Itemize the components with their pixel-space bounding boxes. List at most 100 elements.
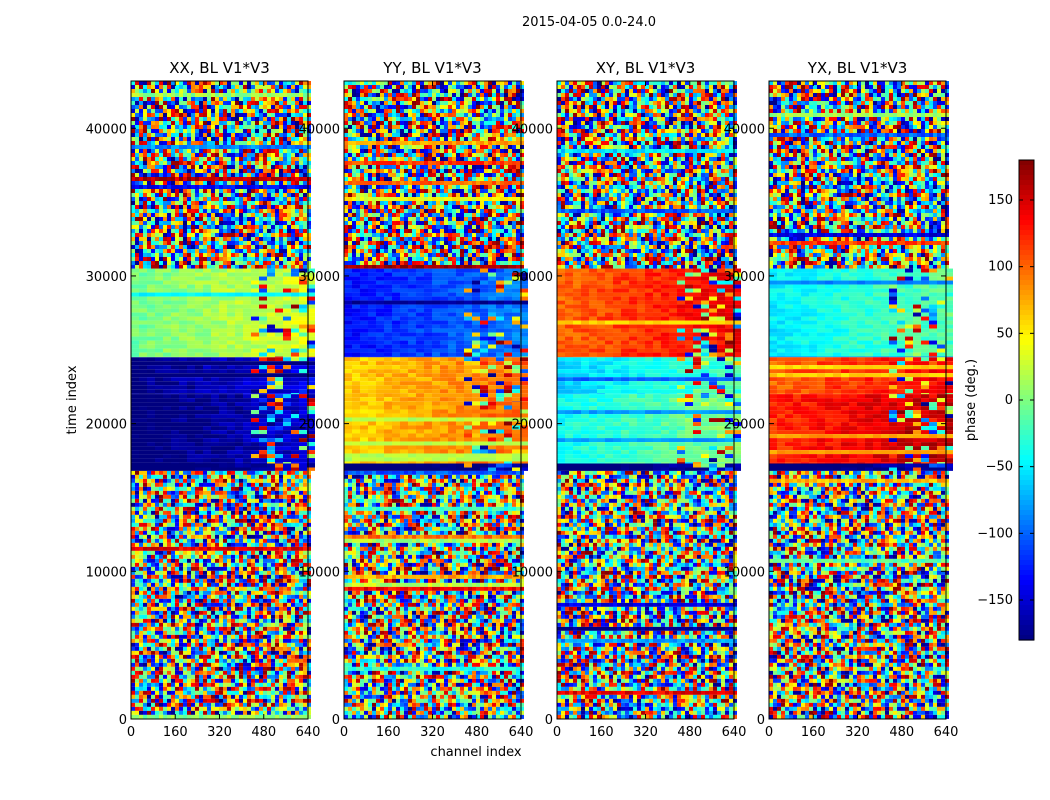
heatmap-cell — [171, 414, 179, 419]
heatmap-cell — [247, 514, 251, 519]
heatmap-cell — [155, 348, 163, 353]
heatmap-cell — [207, 686, 211, 691]
heatmap-cell — [299, 626, 303, 631]
heatmap-cell — [303, 646, 307, 651]
heatmap-cell — [187, 546, 191, 551]
heatmap-cell — [295, 478, 299, 483]
heatmap-cell — [263, 137, 267, 141]
heatmap-cell — [131, 610, 135, 615]
heatmap-cell — [275, 446, 283, 451]
heatmap-cell — [167, 121, 171, 125]
heatmap-cell — [227, 129, 231, 133]
heatmap-cell — [299, 141, 303, 145]
heatmap-cell — [219, 324, 227, 329]
heatmap-cell — [255, 646, 259, 651]
heatmap-cell — [147, 682, 151, 687]
heatmap-cell — [215, 674, 219, 679]
heatmap-cell — [223, 526, 227, 531]
heatmap-cell — [259, 558, 263, 563]
heatmap-cell — [295, 149, 299, 153]
heatmap-cell — [155, 642, 159, 647]
heatmap-cell — [159, 714, 163, 719]
heatmap-cell — [295, 714, 299, 719]
heatmap-cell — [227, 356, 235, 358]
heatmap-cell — [255, 145, 259, 149]
heatmap-cell — [227, 646, 231, 651]
heatmap-cell — [187, 137, 191, 141]
heatmap-cell — [203, 418, 211, 423]
heatmap-cell — [255, 694, 259, 699]
heatmap-cell — [187, 686, 191, 691]
heatmap-cell — [171, 474, 175, 479]
heatmap-cell — [235, 590, 239, 595]
heatmap-cell — [283, 510, 287, 515]
heatmap-cell — [299, 442, 307, 447]
heatmap-cell — [163, 141, 167, 145]
heatmap-cell — [147, 594, 151, 599]
heatmap-cell — [243, 361, 251, 366]
heatmap-cell — [175, 598, 179, 603]
heatmap-cell — [187, 578, 191, 583]
heatmap-cell — [267, 678, 271, 683]
heatmap-cell — [179, 666, 183, 671]
heatmap-cell — [175, 558, 179, 563]
heatmap-cell — [215, 574, 219, 579]
heatmap-cell — [195, 622, 199, 627]
heatmap-cell — [179, 626, 183, 631]
heatmap-cell — [255, 109, 259, 113]
heatmap-cell — [307, 518, 311, 523]
heatmap-cell — [251, 352, 259, 357]
heatmap-cell — [195, 141, 199, 145]
heatmap-cell — [139, 332, 147, 337]
heatmap-cell — [279, 550, 283, 555]
heatmap-cell — [271, 534, 275, 539]
heatmap-cell — [271, 590, 275, 595]
heatmap-cell — [295, 137, 299, 141]
heatmap-cell — [143, 618, 147, 623]
heatmap-cell — [207, 141, 211, 145]
heatmap-cell — [267, 574, 271, 579]
heatmap-cell — [243, 328, 251, 333]
heatmap-cell — [291, 117, 295, 121]
heatmap-cell — [227, 458, 235, 463]
heatmap-cell — [307, 406, 315, 411]
heatmap-cell — [215, 638, 219, 643]
heatmap-cell — [267, 694, 271, 699]
heatmap-cell — [227, 638, 231, 643]
heatmap-cell — [247, 121, 251, 125]
heatmap-cell — [227, 654, 231, 659]
heatmap-cell — [171, 394, 179, 399]
heatmap-cell — [211, 316, 219, 321]
heatmap-cell — [255, 554, 259, 559]
heatmap-cell — [259, 356, 267, 358]
heatmap-cell — [295, 646, 299, 651]
heatmap-cell — [151, 498, 155, 503]
heatmap-cell — [191, 622, 195, 627]
heatmap-cell — [131, 674, 135, 679]
heatmap-cell — [187, 538, 191, 543]
heatmap-cell — [239, 622, 243, 627]
heatmap-cell — [163, 458, 171, 463]
heatmap-cell — [255, 594, 259, 599]
heatmap-cell — [235, 328, 243, 333]
heatmap-cell — [187, 610, 191, 615]
heatmap-cell — [171, 336, 179, 341]
heatmap-cell — [255, 133, 259, 137]
heatmap-cell — [267, 530, 271, 535]
heatmap-cell — [207, 546, 211, 551]
heatmap-cell — [175, 674, 179, 679]
heatmap-cell — [179, 137, 183, 141]
heatmap-cell — [239, 157, 243, 161]
heatmap-cell — [275, 101, 279, 105]
heatmap-cell — [271, 474, 275, 479]
heatmap-cell — [195, 324, 203, 329]
heatmap-cell — [139, 141, 143, 145]
heatmap-cell — [211, 268, 219, 273]
heatmap-cell — [263, 578, 267, 583]
heatmap-cell — [267, 97, 271, 101]
heatmap-cell — [251, 598, 255, 603]
heatmap-cell — [271, 694, 275, 699]
heatmap-cell — [271, 714, 275, 719]
heatmap-cell — [163, 502, 167, 507]
heatmap-cell — [259, 93, 263, 97]
